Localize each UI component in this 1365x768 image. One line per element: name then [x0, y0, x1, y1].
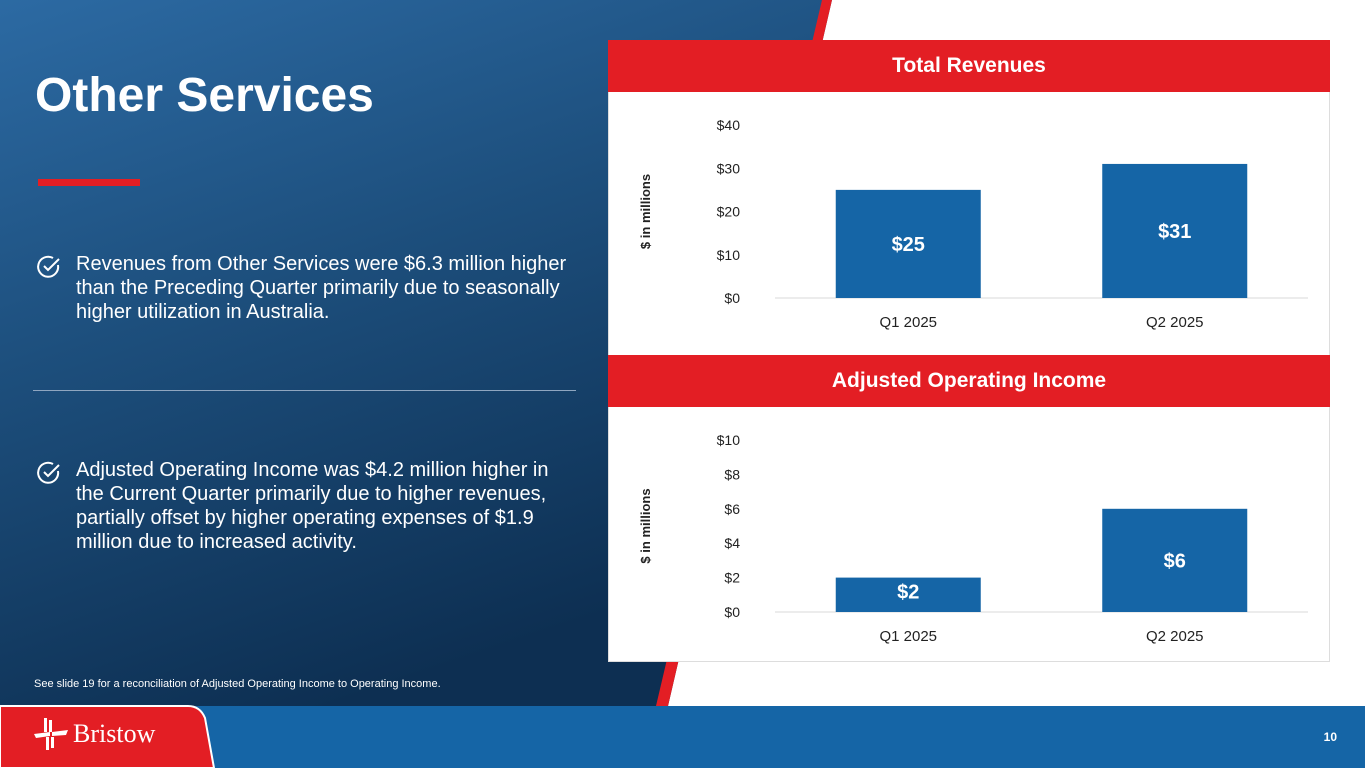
logo-text: Bristow [73, 719, 156, 748]
bristow-logo: Bristow [34, 718, 155, 750]
y-axis-label: $ in millions [638, 174, 653, 249]
data-label: $31 [1158, 221, 1191, 243]
data-label: $6 [1164, 550, 1186, 572]
y-axis-label: $ in millions [638, 488, 653, 563]
y-tick-label: $4 [724, 535, 740, 551]
data-label: $25 [892, 234, 925, 256]
bar-q1-2025 [835, 189, 981, 298]
bullet-operating-income: Adjusted Operating Income was $4.2 milli… [36, 458, 576, 554]
title-accent-bar [38, 179, 140, 186]
bar-q2-2025 [1102, 508, 1248, 612]
y-tick-label: $10 [717, 247, 741, 263]
y-tick-label: $0 [724, 290, 740, 306]
bar-q2-2025 [1102, 163, 1248, 298]
y-tick-label: $20 [717, 204, 741, 220]
x-tick-label: Q2 2025 [1146, 628, 1204, 645]
chart-header-operating-income: Adjusted Operating Income [608, 355, 1330, 407]
bristow-logo-icon [34, 718, 68, 750]
y-tick-label: $0 [724, 604, 740, 620]
page-title: Other Services [35, 69, 374, 122]
footer-logo-tab [0, 705, 216, 768]
y-tick-label: $40 [717, 117, 741, 133]
y-tick-label: $6 [724, 501, 740, 517]
y-tick-label: $30 [717, 160, 741, 176]
bar-q1-2025 [835, 577, 981, 612]
y-tick-label: $10 [717, 432, 741, 448]
x-tick-label: Q2 2025 [1146, 314, 1204, 331]
footer-bar [0, 706, 1365, 768]
page-number: 10 [1323, 730, 1337, 744]
check-circle-icon [37, 255, 60, 278]
x-tick-label: Q1 2025 [879, 314, 937, 331]
check-circle-icon [37, 461, 60, 484]
y-tick-label: $8 [724, 466, 740, 482]
bullet-revenues: Revenues from Other Services were $6.3 m… [36, 252, 576, 324]
y-tick-label: $2 [724, 570, 740, 586]
x-tick-label: Q1 2025 [879, 628, 937, 645]
bullet-text: Adjusted Operating Income was $4.2 milli… [76, 459, 549, 553]
footnote: See slide 19 for a reconciliation of Adj… [34, 678, 441, 690]
chart-header-revenues: Total Revenues [608, 40, 1330, 92]
bullet-text: Revenues from Other Services were $6.3 m… [76, 253, 567, 323]
data-label: $2 [897, 582, 919, 604]
divider [33, 390, 576, 391]
